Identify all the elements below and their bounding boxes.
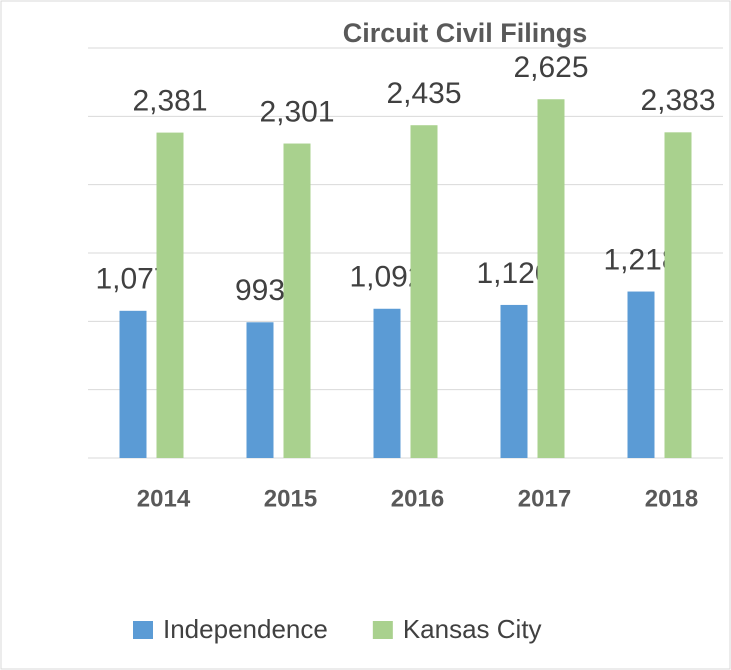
legend-swatch [372,621,393,639]
x-tick-label: 2018 [645,485,698,512]
data-label: 2,625 [513,51,588,84]
x-tick-label: 2014 [137,485,191,512]
data-label: 2,381 [132,85,207,118]
bar [246,322,274,458]
bar [156,132,184,458]
bar [373,308,401,458]
data-label: 2,383 [640,84,715,117]
bar [119,310,147,458]
chart-title: Circuit Civil Filings [343,18,588,48]
data-label: 2,435 [386,77,461,110]
legend-label: Kansas City [403,614,542,644]
legend-label: Independence [163,614,328,644]
bar [283,143,311,458]
bar [627,291,655,458]
legend-swatch [133,621,153,639]
bar [664,132,692,458]
data-label: 2,301 [259,95,334,128]
bar [537,99,565,458]
x-tick-label: 2016 [391,485,444,512]
data-label: 993 [235,274,285,307]
x-tick-label: 2017 [518,485,571,512]
bar [500,304,528,458]
bar [410,125,438,458]
x-tick-label: 2015 [264,485,317,512]
